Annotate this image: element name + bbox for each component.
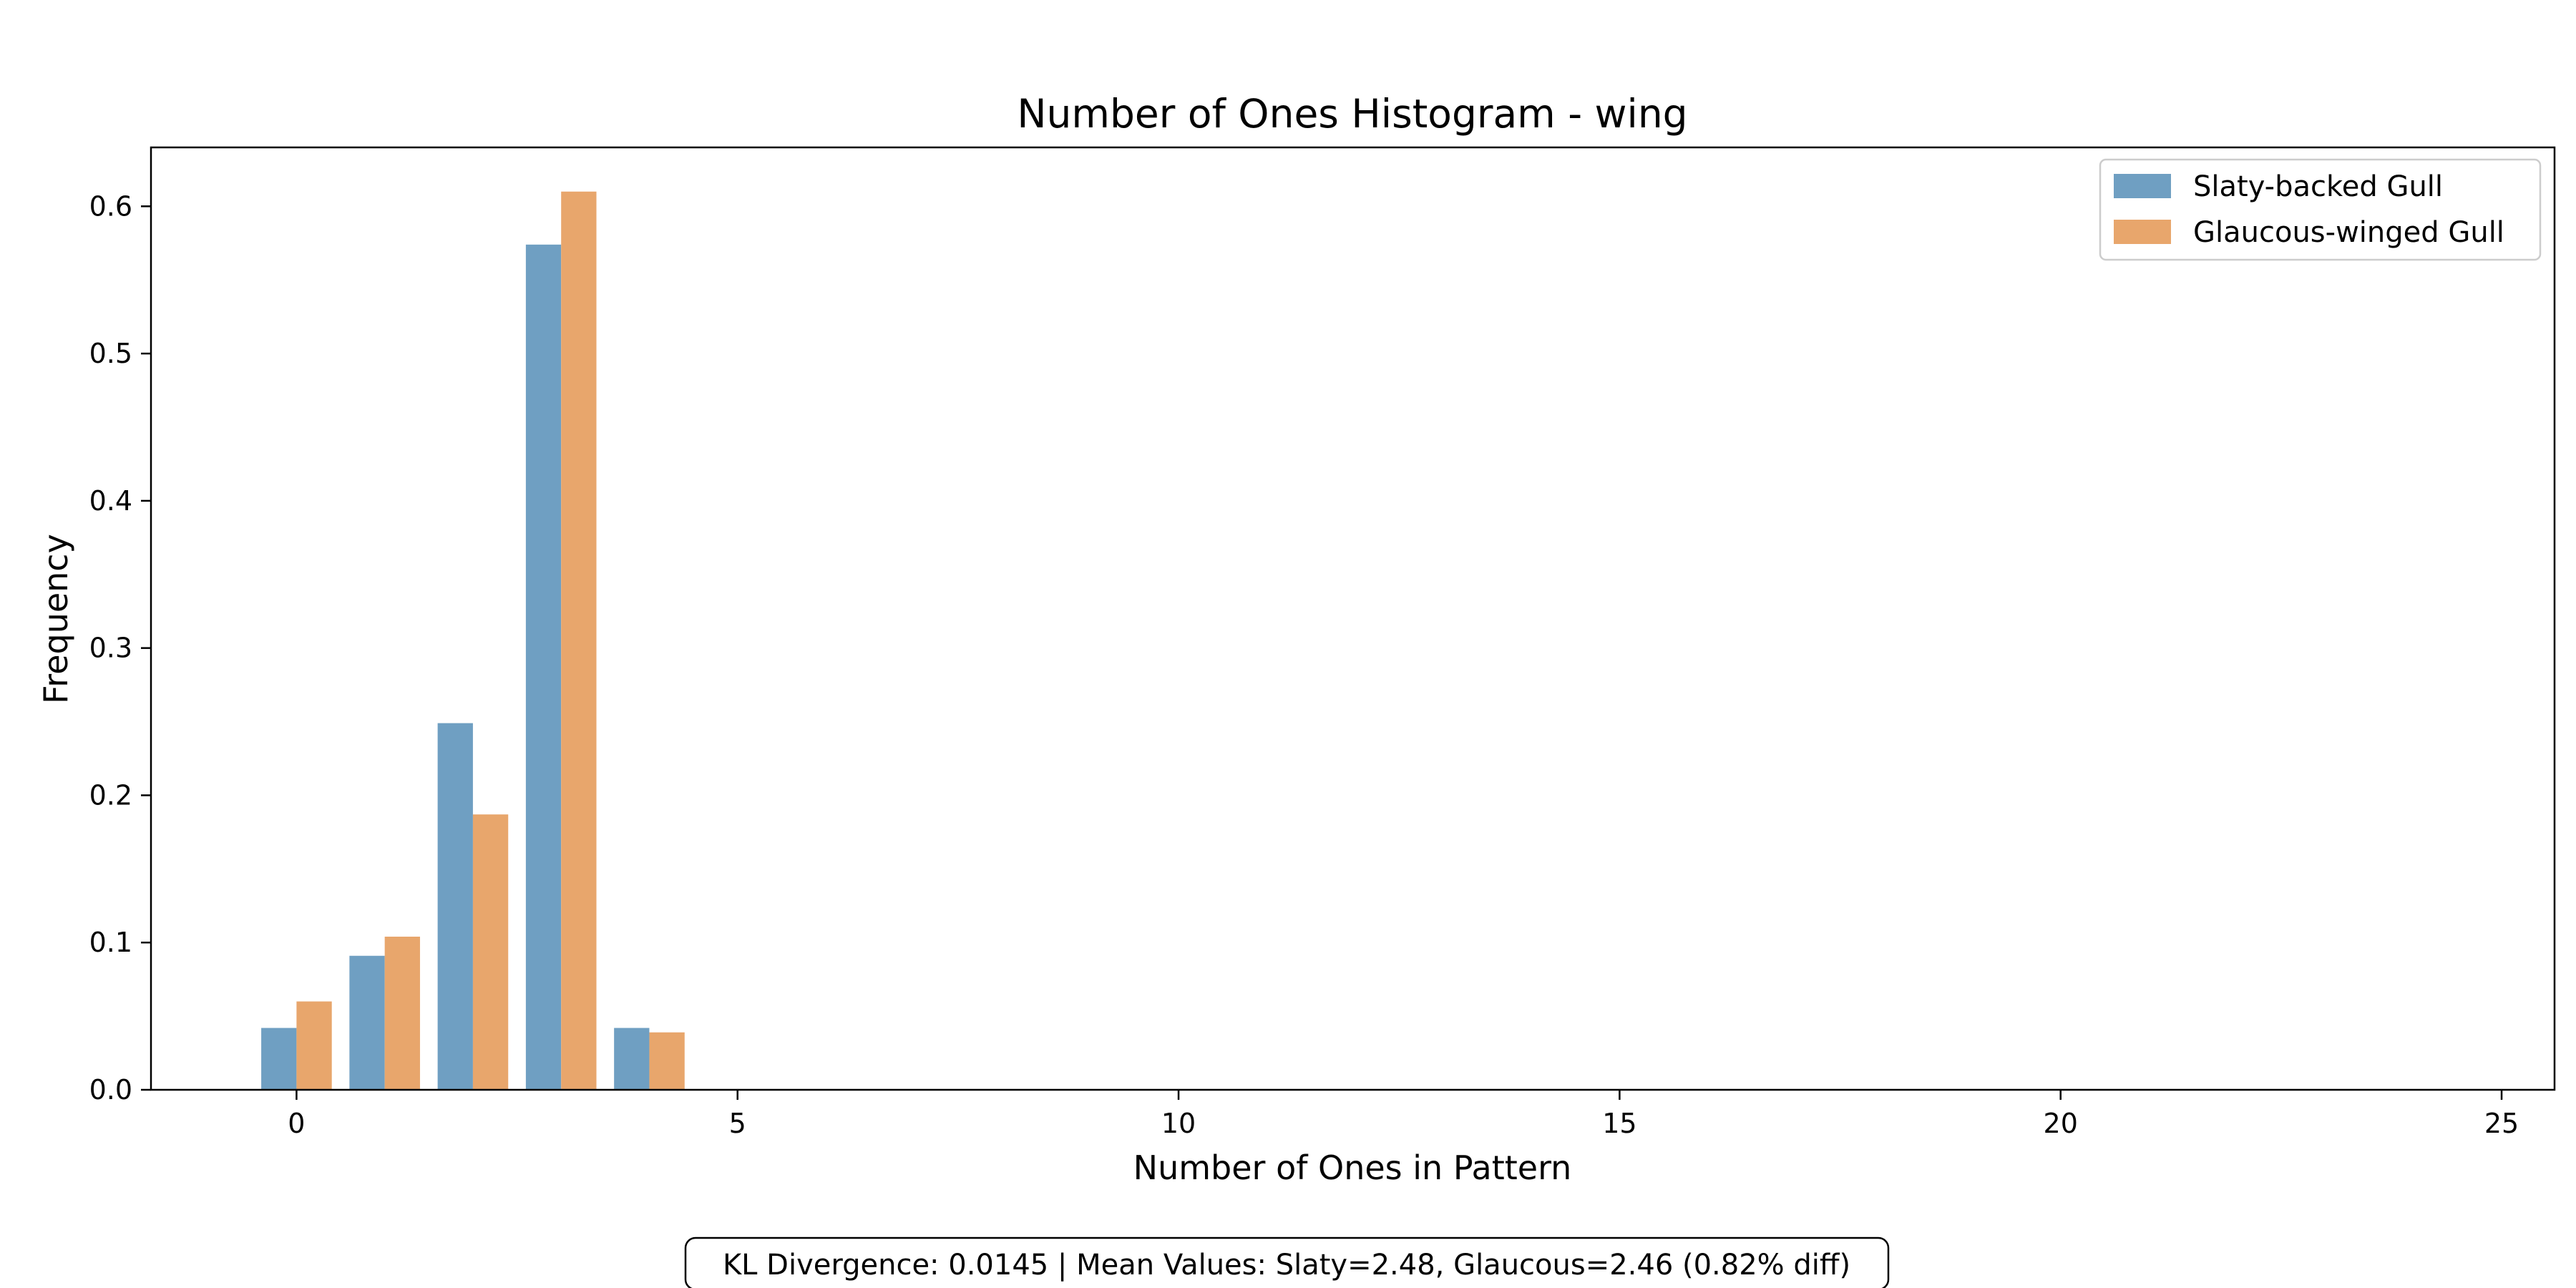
- x-tick-label: 15: [1602, 1108, 1636, 1139]
- legend-label-glaucous-winged-gull: Glaucous-winged Gull: [2193, 216, 2504, 249]
- legend-label-slaty-backed-gull: Slaty-backed Gull: [2193, 170, 2443, 203]
- plot-area-frame: [150, 146, 2556, 1091]
- y-tick-label: 0.1: [89, 927, 132, 958]
- x-tick-label: 25: [2484, 1108, 2519, 1139]
- x-tick-label: 20: [2044, 1108, 2078, 1139]
- x-axis-ticks: 0 5 10 15 20 25: [288, 1090, 2519, 1139]
- x-axis-label: Number of Ones in Pattern: [1133, 1148, 1572, 1187]
- bar-glaucous-winged-gull-4: [649, 1032, 685, 1090]
- y-axis-ticks: 0.0 0.1 0.2 0.3 0.4 0.5 0.6: [89, 190, 151, 1106]
- y-tick-label: 0.3: [89, 633, 132, 664]
- y-tick-label: 0.6: [89, 190, 132, 222]
- y-tick-label: 0.5: [89, 338, 132, 369]
- legend-swatch-glaucous-winged-gull: [2114, 220, 2171, 244]
- x-tick-label: 5: [729, 1108, 746, 1139]
- bar-glaucous-winged-gull-3: [561, 191, 597, 1090]
- bar-slaty-backed-gull-3: [525, 244, 562, 1090]
- x-tick-label: 10: [1161, 1108, 1196, 1139]
- bar-slaty-backed-gull-4: [614, 1028, 650, 1090]
- bar-slaty-backed-gull-1: [349, 955, 385, 1090]
- bar-glaucous-winged-gull-1: [384, 936, 420, 1090]
- bar-glaucous-winged-gull-0: [296, 1001, 332, 1090]
- bar-glaucous-winged-gull-2: [472, 814, 509, 1090]
- annotation-box: [684, 1236, 1890, 1288]
- bar-slaty-backed-gull-2: [437, 723, 473, 1090]
- legend-swatch-slaty-backed-gull: [2114, 174, 2171, 198]
- x-tick-label: 0: [288, 1108, 305, 1139]
- legend: Slaty-backed Gull Glaucous-winged Gull: [2099, 158, 2542, 261]
- bars-group: [261, 191, 685, 1090]
- bar-slaty-backed-gull-0: [261, 1028, 297, 1090]
- annotation-text: KL Divergence: 0.0145 | Mean Values: Sla…: [723, 1249, 1850, 1282]
- y-axis-label: Frequency: [36, 534, 75, 704]
- y-tick-label: 0.0: [89, 1074, 132, 1106]
- legend-frame: [2099, 158, 2542, 261]
- y-tick-label: 0.4: [89, 485, 132, 517]
- y-tick-label: 0.2: [89, 779, 132, 811]
- kl-divergence-annotation: KL Divergence: 0.0145 | Mean Values: Sla…: [684, 1236, 1890, 1288]
- chart-title: Number of Ones Histogram - wing: [1017, 91, 1687, 137]
